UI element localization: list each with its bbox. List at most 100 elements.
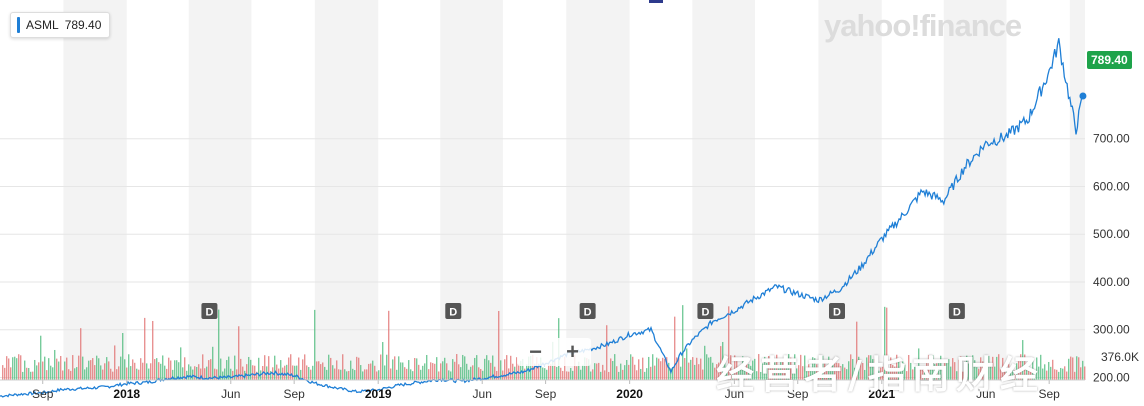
volume-bar	[626, 359, 628, 380]
volume-bar	[796, 368, 798, 380]
volume-bar	[216, 369, 218, 380]
volume-bar	[554, 359, 556, 380]
volume-bar	[616, 366, 618, 380]
volume-bar	[344, 369, 346, 380]
volume-bar	[546, 369, 548, 380]
volume-bar	[242, 366, 244, 380]
volume-bar	[736, 357, 738, 380]
volume-bar	[450, 371, 452, 380]
volume-bar	[114, 345, 116, 380]
volume-bar	[708, 357, 710, 380]
volume-bar	[820, 361, 822, 380]
volume-bar	[456, 354, 458, 380]
volume-bar	[670, 368, 672, 380]
volume-bar	[928, 354, 930, 380]
volume-bar	[1080, 367, 1082, 380]
volume-bar	[290, 354, 292, 380]
legend[interactable]: ASML 789.40	[10, 12, 111, 38]
volume-bar	[302, 359, 304, 380]
volume-bar	[638, 359, 640, 380]
volume-bar	[138, 369, 140, 380]
volume-bar	[914, 366, 916, 380]
dividend-marker[interactable]: D	[948, 303, 965, 319]
volume-bar	[1020, 354, 1022, 380]
volume-bar	[1042, 368, 1044, 380]
volume-bar	[104, 363, 106, 380]
volume-bar	[1016, 363, 1018, 380]
zoom-in-button[interactable]: +	[566, 339, 579, 364]
volume-bar	[274, 355, 276, 380]
volume-bar	[328, 354, 330, 380]
volume-bar	[78, 355, 80, 380]
volume-bar	[76, 367, 78, 380]
volume-bar	[460, 367, 462, 380]
volume-bar	[478, 367, 480, 380]
volume-bar	[1046, 370, 1048, 380]
volume-bar	[402, 362, 404, 380]
dividend-marker-label: D	[449, 307, 457, 319]
volume-bar	[176, 360, 178, 380]
volume-bar	[154, 359, 156, 380]
volume-bar	[992, 356, 994, 380]
volume-bar	[936, 363, 938, 380]
volume-bar	[912, 369, 914, 380]
volume-bar	[886, 307, 888, 380]
volume-bar	[128, 354, 130, 380]
volume-bar	[724, 357, 726, 380]
volume-bar	[726, 369, 728, 380]
volume-bar	[542, 367, 544, 380]
volume-bar	[528, 356, 530, 380]
dividend-marker[interactable]: D	[445, 303, 462, 319]
volume-bar	[296, 365, 298, 380]
volume-bar	[816, 364, 818, 380]
volume-bar	[976, 367, 978, 380]
volume-bar	[318, 361, 320, 380]
volume-bar	[496, 370, 498, 380]
volume-bar	[392, 359, 394, 380]
volume-bar	[1036, 357, 1038, 380]
dividend-marker[interactable]: D	[201, 303, 218, 319]
volume-bar	[1074, 371, 1076, 380]
volume-bar	[48, 358, 50, 380]
volume-bar	[8, 358, 10, 380]
volume-bar	[1054, 369, 1056, 380]
volume-bar	[412, 371, 414, 380]
volume-bar	[210, 359, 212, 380]
month-band	[566, 0, 630, 380]
volume-bar	[644, 371, 646, 380]
volume-bar	[888, 369, 890, 380]
volume-bar	[476, 355, 478, 380]
volume-bar	[418, 364, 420, 380]
volume-bar	[534, 363, 536, 380]
month-band	[1069, 0, 1085, 380]
volume-bar	[1060, 367, 1062, 380]
volume-bar	[610, 358, 612, 380]
dividend-marker[interactable]: D	[697, 303, 714, 319]
dividend-marker-label: D	[205, 307, 213, 319]
dividend-marker[interactable]: D	[829, 303, 845, 319]
volume-bar	[230, 368, 232, 380]
volume-bar	[28, 368, 30, 380]
top-range-marker[interactable]	[649, 0, 663, 3]
volume-bar	[582, 364, 584, 380]
volume-bar	[744, 369, 746, 380]
volume-bar	[622, 369, 624, 380]
zoom-out-button[interactable]: −	[529, 339, 542, 364]
volume-bar	[86, 367, 88, 380]
volume-bar	[922, 368, 924, 380]
volume-bar	[466, 363, 468, 380]
volume-bar	[680, 366, 682, 380]
volume-bar	[688, 362, 690, 380]
volume-bar	[108, 361, 110, 380]
volume-bar	[50, 365, 52, 380]
volume-bar	[904, 364, 906, 380]
volume-bar	[686, 348, 688, 380]
volume-bar	[22, 371, 24, 380]
volume-bar	[1010, 371, 1012, 380]
volume-bar	[12, 357, 14, 380]
volume-bar	[600, 371, 602, 380]
volume-bar	[648, 356, 650, 380]
dividend-marker[interactable]: D	[579, 303, 596, 319]
